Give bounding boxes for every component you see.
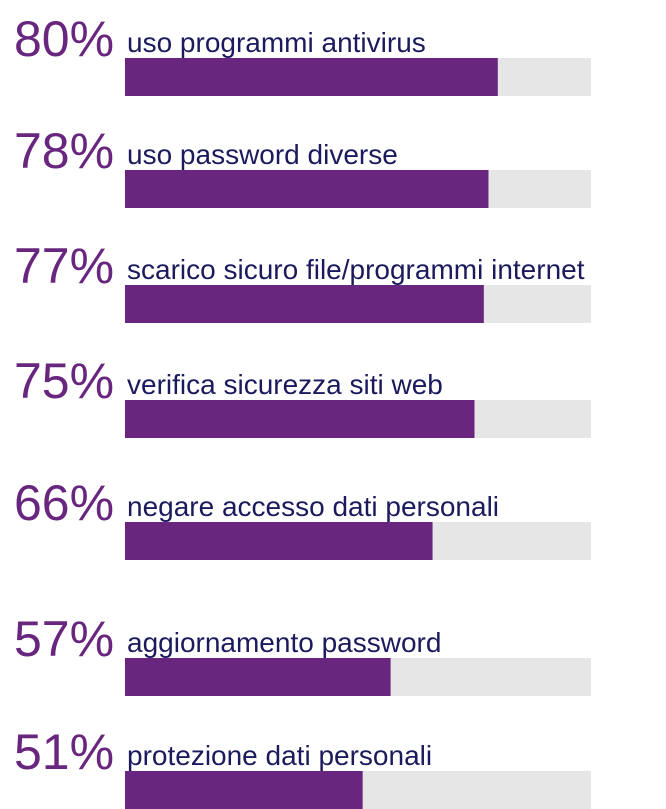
value-label: 80% xyxy=(14,11,114,67)
value-label: 77% xyxy=(14,238,114,294)
value-label: 51% xyxy=(14,724,114,780)
bar xyxy=(125,522,433,560)
value-label: 75% xyxy=(14,353,114,409)
bar xyxy=(125,771,363,809)
category-label: uso password diverse xyxy=(127,139,398,170)
category-label: protezione dati personali xyxy=(127,740,432,771)
bar xyxy=(125,58,498,96)
value-label: 57% xyxy=(14,611,114,667)
category-label: uso programmi antivirus xyxy=(127,27,426,58)
bar xyxy=(125,285,484,323)
category-label: verifica sicurezza siti web xyxy=(127,369,443,400)
value-label: 78% xyxy=(14,123,114,179)
category-label: aggiornamento password xyxy=(127,627,441,658)
category-label: negare accesso dati personali xyxy=(127,491,499,522)
bar xyxy=(125,658,391,696)
bar xyxy=(125,170,489,208)
category-label: scarico sicuro file/programmi internet xyxy=(127,254,585,285)
bar xyxy=(125,400,475,438)
value-label: 66% xyxy=(14,475,114,531)
